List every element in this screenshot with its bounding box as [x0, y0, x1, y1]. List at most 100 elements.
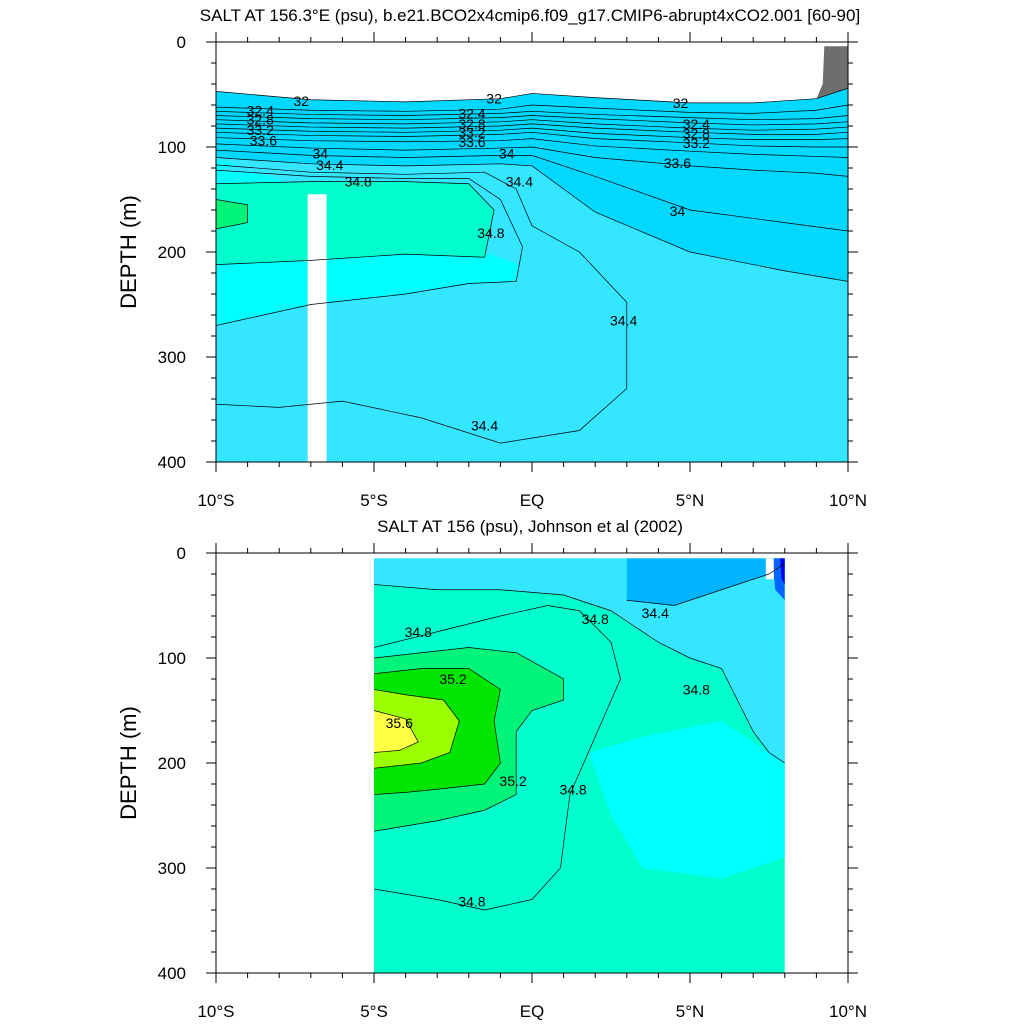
contour-label: 33.6 [664, 155, 691, 171]
contour-label: 34.8 [582, 611, 609, 627]
contour-line [216, 104, 848, 114]
contour-line [216, 110, 848, 121]
y-tick-label: 400 [158, 453, 186, 472]
contour-label: 35.2 [499, 773, 526, 789]
contour-fills [216, 42, 848, 462]
x-tick-label: 5°N [676, 491, 705, 510]
contour-label: 33.6 [250, 133, 277, 149]
x-tick-label: 5°S [360, 1002, 388, 1021]
contour-label: 34.4 [610, 312, 637, 328]
contour-band [374, 558, 785, 763]
y-tick-label: 100 [158, 649, 186, 668]
contour-label: 33.2 [247, 122, 274, 138]
contour-label: 34 [670, 203, 686, 219]
contour-band [816, 46, 848, 99]
contour-label: 34 [499, 145, 515, 161]
x-tick-label: 10°S [197, 491, 234, 510]
contour-label: 34.8 [405, 624, 432, 640]
contour-line [216, 143, 848, 177]
contour-label: 32.8 [458, 116, 485, 132]
contour-line [216, 87, 848, 104]
x-tick-label: 10°N [829, 1002, 867, 1021]
x-tick-label: 5°N [676, 1002, 705, 1021]
contour-line [374, 668, 501, 795]
y-tick-label: 0 [177, 33, 186, 52]
contour-label: 34.4 [506, 174, 533, 190]
missing-data-mask [765, 558, 774, 580]
contour-line [216, 127, 848, 140]
y-tick-label: 400 [158, 964, 186, 983]
contour-label: 32 [673, 95, 689, 111]
contour-label: 32.4 [458, 105, 485, 121]
contour-label: 35.6 [386, 715, 413, 731]
contour-label: 33.2 [458, 124, 485, 140]
axis-ticks [206, 543, 858, 983]
x-tick-label: 10°S [197, 1002, 234, 1021]
contour-label: 34 [312, 145, 328, 161]
contour-label: 34.4 [471, 417, 498, 433]
contour-line [216, 164, 628, 444]
x-tick-label: 10°N [829, 491, 867, 510]
contour-label: 34.8 [458, 894, 485, 910]
y-tick-label: 100 [158, 138, 186, 157]
contour-label: 33.2 [683, 135, 710, 151]
contour-band [216, 199, 248, 229]
y-tick-label: 200 [158, 754, 186, 773]
missing-data-mask [307, 194, 327, 462]
contour-label: 34.4 [642, 605, 669, 621]
x-tick-label: EQ [520, 491, 545, 510]
contour-plot-area: 34.4 34.8 34.8 34.8 34.8 34.8 35.2 35.2 35.6 [206, 543, 858, 983]
y-tick-label: 300 [158, 348, 186, 367]
panel-top: SALT AT 156.3°E (psu), b.e21.BCO2x4cmip6… [116, 6, 867, 510]
contour-label: 34.8 [559, 781, 586, 797]
contour-line [216, 119, 848, 131]
contour-fills [374, 558, 785, 973]
contour-label: 35.2 [439, 671, 466, 687]
y-tick-label: 200 [158, 243, 186, 262]
panel-title: SALT AT 156.3°E (psu), b.e21.BCO2x4cmip6… [200, 6, 860, 25]
contour-line [216, 123, 848, 135]
contour-line [374, 605, 621, 911]
contour-label: 32 [486, 91, 502, 107]
y-tick-label: 300 [158, 859, 186, 878]
contour-band [216, 181, 495, 265]
contour-label: 34.4 [316, 157, 343, 173]
contour-label: 32.4 [683, 116, 710, 132]
contour-line [626, 563, 785, 606]
contour-label: 32.8 [683, 125, 710, 141]
contour-line [216, 137, 848, 158]
contour-label: 32 [294, 93, 310, 109]
axis-ticks [206, 32, 858, 472]
contour-label: 34.8 [345, 174, 372, 190]
contour-band-surface [216, 42, 848, 103]
contour-label: 32.8 [247, 112, 274, 128]
y-axis-label: DEPTH (m) [116, 195, 141, 309]
contour-line [216, 199, 248, 230]
contour-line [216, 181, 495, 265]
contour-label: 32.4 [247, 102, 274, 118]
contour-line [216, 149, 848, 232]
contour-lines [216, 87, 848, 444]
contour-band [626, 558, 785, 606]
contour-line [216, 157, 848, 282]
contour-line [374, 584, 785, 764]
contour-label: 33.6 [458, 134, 485, 150]
y-tick-label: 0 [177, 544, 186, 563]
x-tick-label: 5°S [360, 491, 388, 510]
x-tick-label: EQ [520, 1002, 545, 1021]
panel-title: SALT AT 156 (psu), Johnson et al (2002) [377, 517, 683, 536]
contour-line [374, 710, 419, 753]
contour-label: 34.8 [683, 682, 710, 698]
contour-line [216, 169, 523, 326]
contour-label: 34.8 [477, 225, 504, 241]
contour-band [588, 721, 785, 879]
panel-bottom: SALT AT 156 (psu), Johnson et al (2002) … [116, 517, 867, 1021]
contour-line [374, 647, 564, 832]
contour-band [374, 710, 419, 753]
y-axis-label: DEPTH (m) [116, 706, 141, 820]
contour-line [374, 689, 460, 769]
contour-band [216, 157, 848, 462]
contour-line [216, 131, 848, 148]
